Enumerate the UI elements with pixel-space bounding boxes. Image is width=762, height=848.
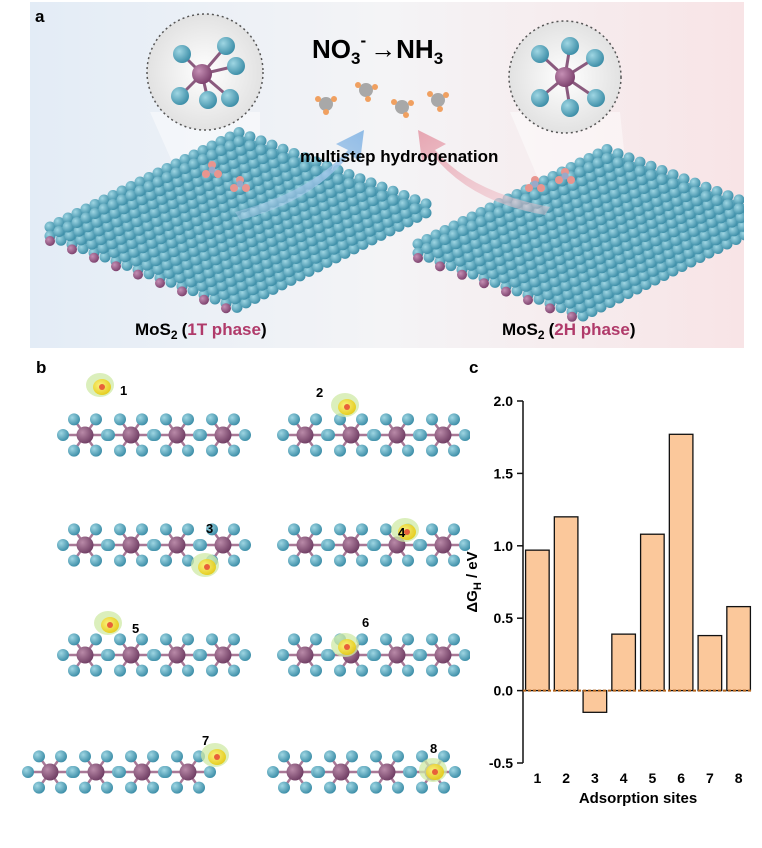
arrow-2h-to-product bbox=[418, 130, 550, 215]
bar-chart: c -0.5 0.0 0.5 1.0 1.5 2.0 1 2 3 4 5 6 7 8 Adsorption … bbox=[464, 358, 753, 807]
reaction-equation: NO3- →NH3 bbox=[312, 31, 443, 68]
intermediate-molecules bbox=[315, 82, 449, 118]
arrow-1t-to-product bbox=[235, 130, 364, 220]
site-structure-4: 4 bbox=[277, 518, 471, 567]
x-tick-label: 4 bbox=[620, 770, 628, 786]
mos2-2h-slab bbox=[412, 144, 762, 322]
x-tick-label: 7 bbox=[706, 770, 714, 786]
panel-b: b 1 2 3 4 5 6 7 8 bbox=[0, 355, 471, 843]
bar-site-6 bbox=[668, 433, 694, 692]
panel-c: c -0.5 0.0 0.5 1.0 1.5 2.0 1 2 3 4 5 6 7 8 Adsorption … bbox=[455, 355, 762, 843]
site-label-7: 7 bbox=[202, 733, 209, 748]
bar-site-1 bbox=[524, 549, 550, 692]
bar-site-5 bbox=[639, 533, 665, 692]
x-tick-label: 3 bbox=[591, 770, 599, 786]
site-label-8: 8 bbox=[430, 741, 437, 756]
panel-b-structures: b 1 2 3 4 5 6 7 8 bbox=[22, 358, 471, 794]
label-1t-phase: MoS2 (1T phase) bbox=[135, 320, 267, 342]
zoom-circle-1t bbox=[146, 13, 264, 131]
panel-c-label: c bbox=[469, 358, 478, 377]
site-label-4: 4 bbox=[398, 525, 406, 540]
zoom-circle-2h bbox=[508, 20, 622, 134]
adsorption-site-structures: 1 2 3 4 5 6 7 8 bbox=[22, 373, 471, 794]
x-tick-label: 8 bbox=[735, 770, 743, 786]
y-axis-label: ΔGH / eV bbox=[464, 551, 484, 612]
site-label-5: 5 bbox=[132, 621, 139, 636]
x-tick-label: 1 bbox=[533, 770, 541, 786]
panel-b-label: b bbox=[36, 358, 46, 377]
nitrate-molecule bbox=[202, 161, 575, 192]
y-tick-label: -0.5 bbox=[489, 755, 513, 771]
site-structure-7: 7 bbox=[22, 733, 229, 794]
x-tick-label: 2 bbox=[562, 770, 570, 786]
site-structure-2: 2 bbox=[277, 385, 471, 457]
site-label-2: 2 bbox=[316, 385, 323, 400]
y-tick-label: 0.5 bbox=[494, 610, 514, 626]
bar-site-4 bbox=[611, 633, 637, 692]
site-structure-1: 1 bbox=[57, 373, 251, 457]
bar-site-2 bbox=[553, 516, 579, 692]
bar-site-3 bbox=[582, 689, 608, 713]
site-structure-8: 8 bbox=[267, 741, 461, 794]
site-structure-6: 6 bbox=[277, 615, 471, 677]
panel-a-illustration: a NO3- →NH3 multistep hydrogenation MoS2(… bbox=[30, 2, 762, 348]
panel-a-label: a bbox=[35, 7, 45, 26]
site-label-3: 3 bbox=[206, 521, 213, 536]
bar-site-7 bbox=[697, 634, 723, 692]
x-tick-label: 5 bbox=[648, 770, 656, 786]
mos2-1t-slab bbox=[44, 127, 432, 314]
site-structure-3: 3 bbox=[57, 521, 251, 577]
site-label-1: 1 bbox=[120, 383, 127, 398]
process-label: multistep hydrogenation bbox=[300, 147, 498, 166]
y-tick-label: 0.0 bbox=[494, 683, 514, 699]
y-tick-label: 1.0 bbox=[494, 538, 514, 554]
y-tick-label: 2.0 bbox=[494, 393, 514, 409]
site-structure-5: 5 bbox=[57, 611, 251, 677]
y-tick-label: 1.5 bbox=[494, 465, 514, 481]
panel-a: a NO3- →NH3 multistep hydrogenation MoS2(… bbox=[30, 2, 762, 348]
label-2h-phase: MoS2 (2H phase) bbox=[502, 320, 636, 342]
x-axis-label: Adsorption sites bbox=[579, 790, 697, 807]
bar-site-8 bbox=[726, 605, 752, 692]
site-label-6: 6 bbox=[362, 615, 369, 630]
x-tick-label: 6 bbox=[677, 770, 685, 786]
